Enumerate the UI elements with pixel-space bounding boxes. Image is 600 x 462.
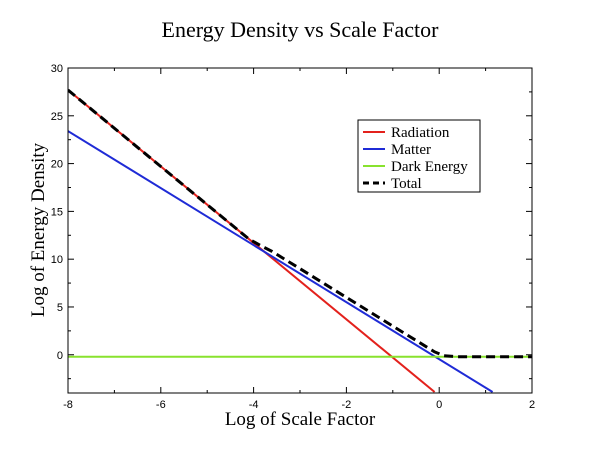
y-axis-ticks: 0 5 10 15 20 25 30 — [51, 63, 532, 380]
y-tick-label: 10 — [51, 254, 63, 266]
y-tick-label: 30 — [51, 63, 63, 75]
chart-title: Energy Density vs Scale Factor — [162, 17, 440, 42]
x-axis-label: Log of Scale Factor — [225, 409, 376, 430]
legend-label: Radiation — [391, 125, 450, 141]
y-axis-label: Log of Energy Density — [28, 142, 49, 317]
x-tick-label: -2 — [342, 399, 352, 411]
x-tick-label: -6 — [156, 399, 166, 411]
x-tick-label: 2 — [529, 399, 535, 411]
x-tick-label: 0 — [436, 399, 442, 411]
legend-label: Matter — [391, 142, 431, 158]
y-tick-label: 25 — [51, 111, 63, 123]
series-line-radiation — [68, 89, 436, 393]
plot-frame — [67, 67, 533, 394]
series-layer — [68, 88, 532, 393]
y-tick-label: 15 — [51, 206, 63, 218]
x-tick-label: -8 — [63, 399, 73, 411]
legend-label: Total — [391, 176, 422, 192]
y-tick-label: 20 — [51, 159, 63, 171]
legend-label: Dark Energy — [391, 159, 468, 175]
y-tick-label: 5 — [57, 302, 63, 314]
y-tick-label: 0 — [57, 350, 63, 362]
x-tick-label: -4 — [249, 399, 259, 411]
series-line-matter — [68, 130, 494, 393]
x-axis-ticks: -8 -6 -4 -2 0 2 — [63, 68, 535, 411]
